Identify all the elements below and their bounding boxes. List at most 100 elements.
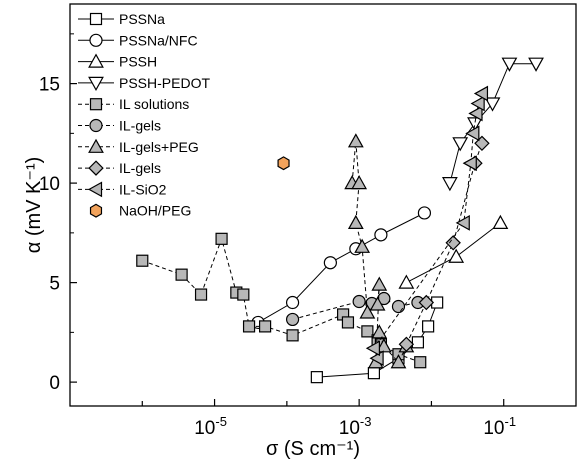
data-point-8-3 xyxy=(445,235,461,251)
legend-label: IL-gels xyxy=(119,160,161,176)
legend-label: IL-gels xyxy=(119,118,161,134)
data-point-9-1 xyxy=(369,350,384,367)
legend-label: IL solutions xyxy=(119,96,189,112)
y-tick-label: 15 xyxy=(39,75,60,96)
data-point-5-4 xyxy=(215,232,228,245)
data-point-4-5 xyxy=(501,57,518,72)
data-point-2-5 xyxy=(374,228,388,242)
data-point-7-8 xyxy=(371,276,388,291)
x-axis-title: σ (S cm⁻¹) xyxy=(266,438,360,460)
series-2-line xyxy=(257,212,425,323)
legend-marker xyxy=(89,33,103,47)
data-point-3-1 xyxy=(398,274,415,289)
data-point-5-6 xyxy=(237,288,250,301)
legend-marker xyxy=(89,98,103,111)
legend-marker xyxy=(88,138,104,153)
data-point-1-2 xyxy=(367,367,380,380)
data-point-7-10 xyxy=(371,324,388,339)
x-tick-exponent: -5 xyxy=(215,414,227,429)
legend-marker xyxy=(88,53,104,68)
data-point-6-2 xyxy=(352,294,366,309)
data-point-9-3 xyxy=(455,215,470,231)
series-10 xyxy=(277,156,290,171)
y-axis-title: α (mV K⁻¹) xyxy=(23,157,45,254)
legend: PSSNa PSSNa/NFC PSSH PSSH-PEDOT IL solutions… xyxy=(78,11,210,219)
data-point-1-1 xyxy=(310,371,323,384)
data-point-5-2 xyxy=(175,268,188,281)
data-point-7-4 xyxy=(347,214,364,230)
y-tick-label: 10 xyxy=(39,174,60,195)
x-tick-exponent: -3 xyxy=(360,414,372,429)
legend-label: PSSNa xyxy=(119,11,165,27)
series-4 xyxy=(441,57,544,192)
data-point-1-4 xyxy=(411,336,425,349)
data-point-7-2 xyxy=(347,133,364,148)
data-point-2-2 xyxy=(285,295,300,310)
data-point-9-8 xyxy=(473,85,489,102)
data-point-9-7 xyxy=(470,95,485,112)
series-6 xyxy=(285,291,425,327)
data-point-5-12 xyxy=(361,325,374,338)
legend-item-6: IL-gels xyxy=(78,118,161,134)
legend-label: PSSH-PEDOT xyxy=(119,75,210,91)
data-point-9-4 xyxy=(462,155,477,172)
legend-item-7: IL-gels+PEG xyxy=(78,138,199,155)
x-tick-label: 10-5 xyxy=(194,414,227,439)
series-3 xyxy=(398,214,509,289)
data-point-7-11 xyxy=(376,338,392,353)
legend-item-4: PSSH-PEDOT xyxy=(78,75,210,92)
legend-item-10: NaOH/PEG xyxy=(89,203,191,219)
data-point-5-3 xyxy=(194,288,208,301)
data-point-4-4 xyxy=(484,97,501,112)
data-point-4-3 xyxy=(467,117,483,132)
y-tick-label: 0 xyxy=(49,373,60,394)
legend-item-9: IL-SiO2 xyxy=(78,181,167,197)
data-point-7-12 xyxy=(390,354,407,369)
series-8-line xyxy=(405,143,483,345)
data-point-4-1 xyxy=(441,177,458,192)
legend-label: NaOH/PEG xyxy=(119,203,191,219)
data-point-10-1 xyxy=(277,156,290,171)
legend-item-3: PSSH xyxy=(78,53,157,70)
legend-marker xyxy=(87,181,103,198)
legend-label: IL-gels+PEG xyxy=(119,139,199,155)
legend-item-5: IL solutions xyxy=(78,96,189,112)
legend-marker xyxy=(88,76,104,92)
series-4-line xyxy=(449,63,536,184)
data-point-3-2 xyxy=(448,248,465,263)
x-tick-label: 10-3 xyxy=(339,414,372,439)
data-point-3-3 xyxy=(492,214,509,230)
legend-marker xyxy=(89,203,103,218)
plot-frame xyxy=(69,3,577,407)
data-point-9-5 xyxy=(465,125,480,142)
series-3-line xyxy=(406,222,501,284)
legend-item-2: PSSNa/NFC xyxy=(78,32,198,48)
data-point-7-3 xyxy=(351,174,368,190)
data-point-7-6 xyxy=(359,304,376,319)
data-point-2-6 xyxy=(417,206,432,220)
legend-label: IL-SiO2 xyxy=(119,181,167,197)
legend-item-8: IL-gels xyxy=(78,160,161,176)
data-point-5-8 xyxy=(258,320,272,333)
data-point-7-5 xyxy=(354,238,371,253)
data-point-9-6 xyxy=(468,105,483,122)
series-8 xyxy=(398,135,490,353)
data-point-2-3 xyxy=(323,256,337,270)
x-tick-label: 10-1 xyxy=(483,414,516,439)
legend-label: PSSH xyxy=(119,54,157,70)
data-point-7-7 xyxy=(369,296,386,311)
legend-marker xyxy=(89,12,103,26)
data-point-8-2 xyxy=(418,294,435,311)
data-point-5-9 xyxy=(286,329,299,342)
data-point-9-2 xyxy=(365,340,380,357)
x-tick-exponent: -1 xyxy=(505,414,517,429)
data-point-5-7 xyxy=(242,320,256,333)
series-2 xyxy=(251,206,432,330)
data-point-5-11 xyxy=(341,316,355,329)
series-9 xyxy=(365,85,489,367)
data-point-6-5 xyxy=(391,299,406,314)
series-5-line xyxy=(142,237,421,363)
data-point-8-1 xyxy=(398,336,415,353)
